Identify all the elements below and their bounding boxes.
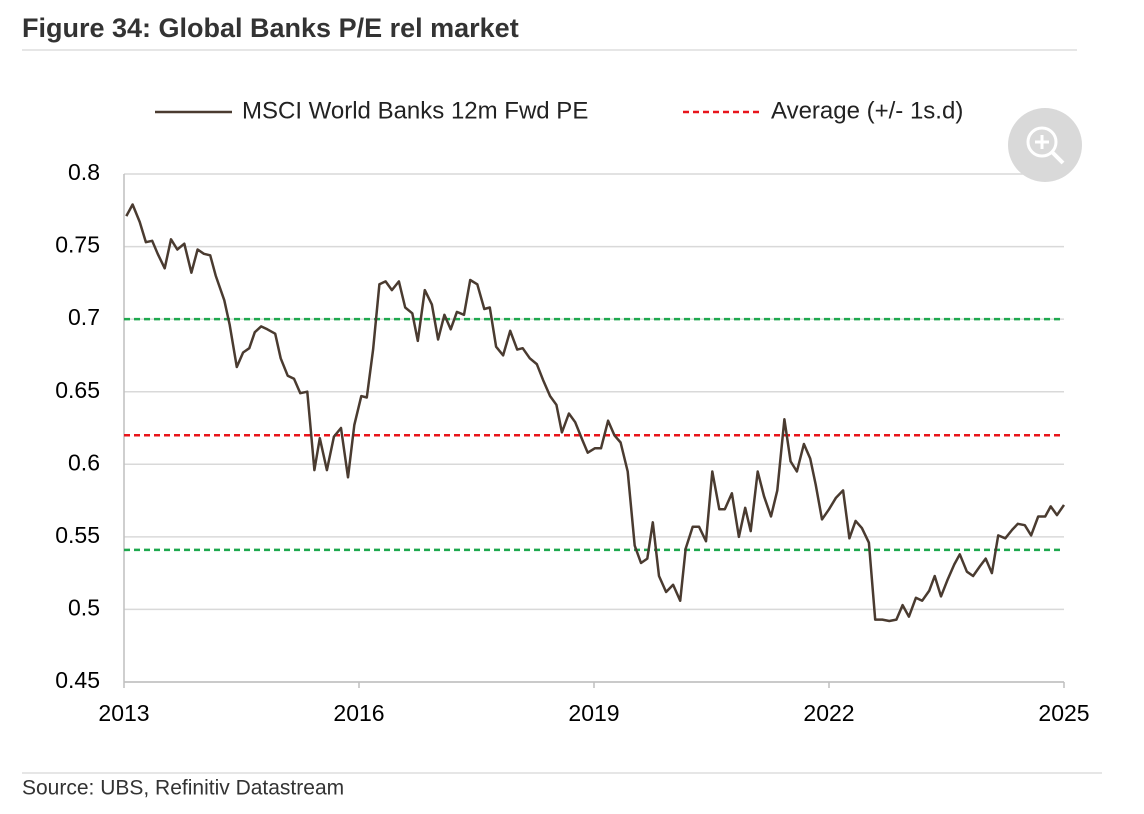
y-tick-label: 0.8 [68, 159, 100, 185]
y-tick-label: 0.65 [55, 377, 100, 403]
chart-title: Figure 34: Global Banks P/E rel market [22, 13, 519, 43]
y-tick-label: 0.7 [68, 304, 100, 330]
y-tick-label: 0.55 [55, 522, 100, 548]
y-tick-label: 0.6 [68, 449, 100, 475]
zoom-button[interactable] [1008, 108, 1082, 182]
y-tick-label: 0.75 [55, 232, 100, 258]
x-tick-label: 2013 [98, 700, 149, 726]
zoom-handle [1050, 150, 1065, 165]
zoom-circle[interactable] [1008, 108, 1082, 182]
x-tick-label: 2022 [803, 700, 854, 726]
x-tick-label: 2025 [1038, 700, 1089, 726]
source: Source: UBS, Refinitiv Datastream [22, 777, 344, 800]
zoom-lens [1026, 126, 1058, 158]
legend-label: Average (+/- 1s.d) [771, 97, 963, 124]
x-tick-label: 2016 [333, 700, 384, 726]
y-tick-label: 0.5 [68, 595, 100, 621]
y-tick-label: 0.45 [55, 667, 100, 693]
legend-label: MSCI World Banks 12m Fwd PE [242, 97, 588, 124]
series-line [125, 203, 1066, 623]
x-tick-label: 2019 [568, 700, 619, 726]
